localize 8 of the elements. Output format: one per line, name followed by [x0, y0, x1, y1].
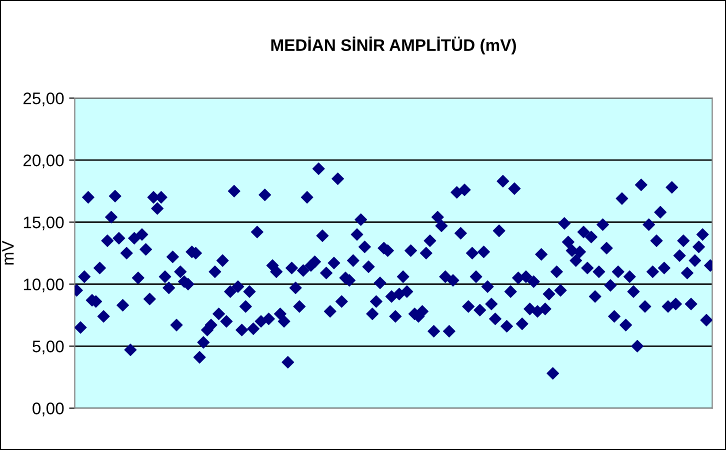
chart-title: MEDİAN SİNİR AMPLİTÜD (mV): [271, 36, 516, 54]
y-tick-label: 15,00: [24, 216, 64, 230]
y-tick-label: 20,00: [23, 154, 64, 168]
y-tick-label: 0,00: [32, 402, 64, 416]
y-tick-label: 10,00: [24, 278, 64, 292]
y-tick-label: 25,00: [23, 92, 64, 106]
y-axis-title: mV: [2, 240, 14, 265]
y-tick-label: 5,00: [32, 340, 64, 354]
